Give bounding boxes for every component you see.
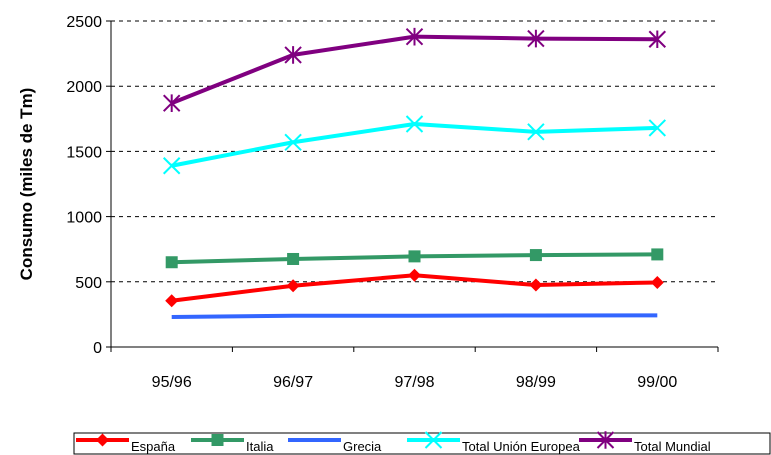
y-tick-label: 500 [75, 275, 102, 292]
data-point [527, 29, 545, 48]
x-tick-label: 99/00 [637, 374, 677, 391]
x-tick-label: 97/98 [394, 374, 434, 391]
data-point [527, 123, 545, 141]
gridlines [111, 20, 718, 283]
y-tick-label: 2500 [66, 14, 102, 31]
series-line [171, 313, 658, 320]
data-point [286, 279, 300, 293]
data-point [165, 256, 178, 269]
x-tick-labels: 95/96 96/97 97/98 98/99 99/00 [152, 374, 678, 391]
legend-label: Italia [246, 439, 274, 454]
series-lines [162, 27, 667, 320]
legend-item: Italia [191, 434, 274, 454]
data-point [529, 249, 542, 262]
y-tick-label: 2000 [66, 79, 102, 96]
data-point [648, 30, 667, 49]
x-tick-label: 98/99 [516, 374, 556, 391]
y-tick-label: 1000 [66, 210, 102, 227]
y-axis-label: Consumo (miles de Tm) [17, 88, 36, 281]
axes [106, 20, 719, 352]
legend-label: Total Mundial [634, 439, 711, 454]
legend: España Italia Grecia Total Unión Europea Tot… [73, 431, 771, 455]
data-point [287, 252, 300, 265]
series-line [171, 122, 658, 168]
legend-marker [424, 431, 443, 449]
legend-label: Total Unión Europea [462, 439, 581, 454]
legend-label: Grecia [343, 439, 382, 454]
series-0 [165, 268, 664, 308]
series-4 [162, 27, 667, 112]
data-point [162, 94, 181, 112]
data-point [529, 278, 543, 292]
data-point [408, 268, 421, 282]
legend-label: España [131, 439, 176, 454]
series-3 [162, 115, 667, 175]
data-point [405, 27, 424, 46]
data-point [284, 133, 302, 151]
data-point [405, 115, 424, 133]
x-tick-label: 95/96 [152, 374, 192, 391]
data-point [651, 248, 664, 261]
y-tick-labels: 0 500 1000 1500 2000 2500 [66, 14, 102, 357]
series-2 [171, 313, 658, 320]
data-point [408, 250, 421, 263]
series-line [170, 34, 658, 106]
legend-marker [96, 433, 109, 447]
legend-item: Total Mundial [579, 431, 711, 454]
x-tick-label: 96/97 [273, 374, 313, 391]
legend-item: España [76, 433, 176, 454]
series-1 [165, 248, 664, 269]
data-point [165, 294, 179, 308]
data-point [162, 157, 181, 175]
y-tick-label: 0 [93, 340, 102, 357]
legend-marker [211, 434, 224, 446]
legend-item: Grecia [288, 438, 382, 454]
y-tick-label: 1500 [66, 144, 102, 161]
data-point [284, 46, 302, 64]
data-point [648, 119, 667, 137]
data-point [650, 275, 664, 289]
legend-item: Total Unión Europea [407, 431, 581, 454]
legend-marker [596, 431, 615, 449]
